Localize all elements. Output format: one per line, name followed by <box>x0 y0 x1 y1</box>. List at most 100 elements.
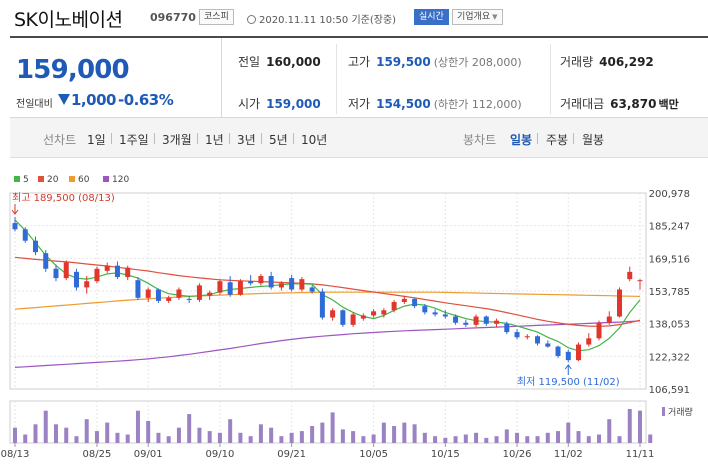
period-3y[interactable]: 3년 <box>237 133 256 147</box>
volume-bar <box>74 436 79 443</box>
high-value: 159,500 <box>376 55 431 69</box>
volume-bar <box>330 412 335 443</box>
candle <box>524 334 530 340</box>
candle <box>289 274 295 292</box>
candle <box>84 276 90 294</box>
candle-body <box>289 278 295 290</box>
legend-swatch <box>103 176 109 182</box>
divider <box>111 133 112 144</box>
divider <box>261 133 262 144</box>
candle-body <box>565 351 571 361</box>
candle-body <box>391 301 397 311</box>
candle <box>494 318 500 327</box>
candle <box>227 276 233 297</box>
y-tick-label: 106,591 <box>649 385 690 396</box>
candle <box>504 321 510 335</box>
volume-bar <box>310 426 315 443</box>
period-10y[interactable]: 10년 <box>301 133 328 147</box>
volume-bar <box>648 434 653 443</box>
candle <box>371 309 377 318</box>
divider <box>573 133 574 144</box>
candle <box>217 279 223 295</box>
volume-bar <box>627 409 632 443</box>
candle-body <box>166 297 172 301</box>
volume-bar <box>392 426 397 443</box>
candle <box>125 265 131 281</box>
legend-ma120[interactable]: 120 <box>103 175 129 185</box>
volume-bar <box>279 436 284 443</box>
candle <box>473 314 479 327</box>
legend-ma20[interactable]: 20 <box>38 175 58 185</box>
candle <box>586 333 592 347</box>
volume-bar <box>217 432 222 443</box>
candle-body <box>555 346 561 356</box>
candle-body <box>22 229 28 241</box>
volume-bar <box>371 434 376 443</box>
low-price: 저가 154,500 (하한가 112,000) <box>348 95 522 112</box>
candle-body <box>412 298 418 307</box>
volume-bar <box>607 419 612 443</box>
legend-swatch <box>69 176 75 182</box>
stock-name: SK이노베이션 <box>14 9 123 31</box>
candle <box>555 345 561 359</box>
candle-body <box>84 281 90 288</box>
period-1w[interactable]: 1주일 <box>119 133 149 147</box>
legend-ma60[interactable]: 60 <box>69 175 89 185</box>
prev-close: 전일 160,000 <box>238 53 321 70</box>
candle-monthly[interactable]: 월봉 <box>582 133 605 147</box>
candle-body <box>176 289 182 298</box>
candle-body <box>12 223 18 230</box>
volume-bar <box>617 436 622 443</box>
volume-bar <box>402 422 407 443</box>
volume-bar <box>23 434 28 443</box>
divider <box>154 133 155 144</box>
candle-body <box>278 283 284 288</box>
y-tick-label: 200,978 <box>649 189 690 200</box>
candle <box>248 274 254 286</box>
x-tick-label: 08/25 <box>83 449 112 460</box>
volume-bar <box>289 432 294 443</box>
candle <box>319 288 325 320</box>
volume-bar <box>299 431 304 443</box>
candle-body <box>637 280 643 282</box>
candle <box>381 308 387 318</box>
y-tick-label: 153,785 <box>649 287 690 298</box>
candle-body <box>606 316 612 323</box>
volume-bar <box>115 432 120 443</box>
company-info-button[interactable]: 기업개요 ▼ <box>452 9 503 25</box>
candle <box>22 227 28 243</box>
candle-weekly[interactable]: 주봉 <box>546 133 569 147</box>
candle <box>114 261 120 280</box>
x-tick-label: 11/02 <box>554 449 583 460</box>
x-tick-label: 09/21 <box>277 449 306 460</box>
company-info-label: 기업개요 <box>457 12 491 22</box>
x-tick-label: 10/26 <box>503 449 532 460</box>
candle <box>155 288 161 304</box>
candle-daily[interactable]: 일봉 <box>510 133 533 147</box>
volume-bar <box>351 431 356 443</box>
volume-bar <box>412 424 417 443</box>
candle-chart-label: 봉차트 <box>463 133 497 147</box>
candle-body <box>330 310 336 318</box>
volume-bar <box>320 422 325 443</box>
candle <box>627 266 633 282</box>
volume-bar <box>269 427 274 443</box>
candle <box>12 216 18 232</box>
period-5y[interactable]: 5년 <box>269 133 288 147</box>
candle-body <box>237 281 243 295</box>
volume-bar <box>525 436 530 443</box>
period-1y[interactable]: 1년 <box>205 133 224 147</box>
candle-body <box>319 291 325 318</box>
divider <box>550 44 551 114</box>
live-button[interactable]: 실시간 <box>414 9 449 25</box>
legend-ma5[interactable]: 5 <box>14 175 29 185</box>
volume-bar <box>361 436 366 443</box>
candle-body <box>73 271 79 288</box>
candle <box>432 309 438 317</box>
period-3m[interactable]: 3개월 <box>162 133 192 147</box>
period-1d[interactable]: 1일 <box>87 133 106 147</box>
candle <box>32 236 38 256</box>
candle-body <box>494 320 500 324</box>
volume-bar <box>258 424 263 443</box>
